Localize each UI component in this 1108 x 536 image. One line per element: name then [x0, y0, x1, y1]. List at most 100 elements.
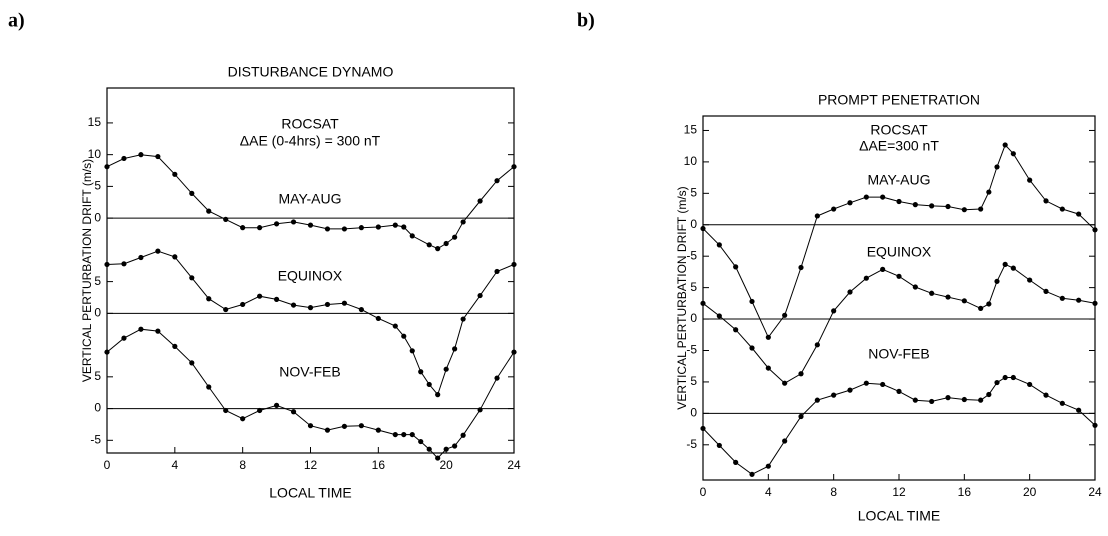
data-point	[831, 206, 837, 212]
data-point	[1076, 407, 1082, 413]
data-point	[1043, 288, 1049, 294]
data-point	[240, 225, 246, 231]
annotation: ROCSAT	[281, 116, 339, 132]
data-point	[1043, 198, 1049, 204]
x-tick-label: 12	[304, 458, 318, 472]
data-point	[986, 391, 992, 398]
data-point	[358, 225, 364, 231]
x-tick-label: 8	[239, 458, 246, 472]
data-point	[494, 178, 500, 184]
data-point	[155, 248, 161, 254]
data-point	[880, 266, 886, 272]
y-tick-label: 5	[94, 369, 101, 383]
data-point	[1027, 277, 1033, 283]
data-point	[189, 190, 195, 196]
y-tick-label: 0	[94, 210, 101, 224]
data-point	[961, 298, 967, 304]
x-axis-label: LOCAL TIME	[269, 485, 351, 501]
x-tick-label: 20	[439, 458, 453, 472]
data-point	[1027, 381, 1033, 388]
data-point	[782, 380, 788, 386]
data-point	[121, 155, 127, 162]
x-tick-label: 16	[372, 458, 386, 472]
series-label: NOV-FEB	[279, 364, 340, 380]
chart-title: PROMPT PENETRATION	[818, 92, 980, 108]
series-label: NOV-FEB	[868, 346, 929, 362]
data-point	[121, 261, 127, 267]
data-point	[1076, 297, 1082, 303]
data-point	[121, 335, 127, 341]
data-point	[831, 392, 837, 398]
data-point	[341, 423, 348, 429]
data-point	[426, 242, 432, 248]
x-tick-label: 24	[507, 458, 521, 472]
data-point	[1076, 211, 1082, 217]
data-point	[409, 431, 415, 438]
data-point	[155, 328, 161, 334]
y-tick-label: 0	[690, 217, 697, 231]
data-point	[831, 308, 837, 314]
x-tick-label: 20	[1023, 485, 1037, 499]
data-point	[986, 189, 992, 195]
y-tick-label: -5	[686, 437, 697, 451]
x-tick-label: 0	[700, 485, 707, 499]
data-point	[863, 380, 869, 386]
annotation: ΔAE=300 nT	[859, 138, 939, 154]
data-point	[798, 413, 804, 420]
data-point	[358, 423, 364, 429]
x-tick-label: 8	[830, 485, 837, 499]
data-point	[375, 224, 381, 230]
data-point	[847, 387, 853, 393]
data-point	[273, 402, 280, 408]
data-point	[409, 233, 415, 239]
data-point	[733, 264, 739, 270]
data-point	[494, 268, 500, 275]
panel-label: a)	[8, 10, 25, 32]
data-point	[324, 427, 331, 433]
data-point	[401, 431, 407, 438]
y-tick-label: 5	[690, 185, 697, 199]
data-point	[240, 416, 246, 422]
data-point	[206, 208, 212, 214]
data-point	[1010, 374, 1016, 381]
data-point	[341, 300, 348, 306]
data-point	[863, 275, 869, 281]
x-tick-label: 4	[765, 485, 772, 499]
data-point	[994, 379, 1000, 386]
data-point	[206, 296, 212, 302]
data-point	[223, 306, 229, 313]
data-point	[477, 198, 483, 204]
data-point	[929, 398, 935, 405]
data-point	[912, 397, 918, 403]
data-point	[716, 442, 722, 449]
y-axis-label: VERTICAL PERTURBATION DRIFT (m/s)	[80, 159, 94, 382]
data-point	[290, 302, 297, 308]
data-point	[307, 222, 314, 228]
data-point	[749, 345, 755, 351]
data-point	[324, 301, 331, 308]
data-point	[477, 407, 483, 413]
data-point	[847, 200, 853, 206]
data-point	[155, 153, 161, 160]
data-point	[782, 312, 788, 318]
data-point	[961, 396, 967, 403]
data-point	[1002, 261, 1008, 267]
series-label: EQUINOX	[278, 268, 343, 284]
data-point	[435, 455, 441, 461]
data-point	[375, 427, 381, 433]
data-point	[847, 289, 853, 295]
data-point	[401, 224, 407, 230]
data-point	[452, 234, 458, 240]
data-point	[896, 388, 902, 394]
data-point	[1002, 374, 1008, 381]
data-point	[273, 296, 280, 302]
data-point	[392, 222, 398, 228]
data-point	[189, 360, 195, 366]
data-point	[138, 326, 144, 332]
data-point	[929, 203, 935, 209]
data-point	[138, 254, 144, 261]
data-point	[392, 431, 398, 438]
data-point	[435, 246, 441, 252]
data-point	[409, 348, 415, 354]
